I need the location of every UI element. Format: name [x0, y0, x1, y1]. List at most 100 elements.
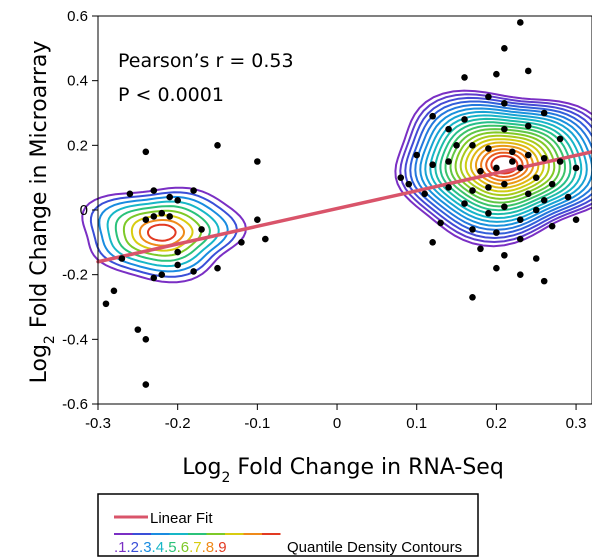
data-point [501, 203, 508, 211]
density-contour-level [424, 110, 588, 223]
data-point [429, 161, 436, 169]
data-point [190, 187, 197, 194]
density-contour-level [459, 134, 550, 197]
data-point [238, 239, 245, 246]
data-point [445, 184, 452, 191]
density-contour-level [399, 93, 592, 244]
data-point [158, 271, 166, 278]
linear-fit-line [96, 150, 592, 264]
density-contour-level [480, 148, 529, 182]
data-point [540, 109, 548, 117]
legend: Linear Fit .1.2.3.4.5.6.7.8.9 Quantile D… [97, 493, 479, 557]
data-point [524, 190, 532, 198]
data-point [254, 158, 261, 165]
y-tick-label: 0.2 [67, 137, 88, 154]
data-point [461, 116, 468, 123]
data-point [429, 239, 436, 246]
data-point [516, 235, 524, 243]
density-contour-level [147, 223, 177, 242]
data-point [110, 287, 118, 295]
data-point [493, 229, 500, 236]
data-point [469, 142, 476, 149]
data-point [429, 112, 436, 120]
data-point [524, 122, 532, 130]
data-point [548, 180, 556, 188]
density-contour-level [475, 144, 535, 186]
density-contours [81, 89, 592, 284]
x-tick-label: 0.2 [486, 415, 507, 432]
legend-quantile-label: .7 [189, 539, 202, 556]
data-point [485, 93, 492, 101]
y-tick-label: -0.2 [62, 267, 88, 284]
density-contour-level [89, 191, 238, 278]
data-point [254, 216, 261, 223]
data-point [174, 248, 181, 256]
data-point [150, 187, 158, 194]
density-contour-level [81, 186, 247, 284]
data-point [453, 142, 460, 149]
legend-box [97, 493, 479, 557]
legend-fit-label: Linear Fit [150, 510, 213, 527]
data-point [421, 190, 428, 198]
data-point [501, 125, 508, 133]
data-point [262, 235, 269, 243]
x-tick-label: -0.1 [244, 415, 270, 432]
data-point [198, 226, 205, 233]
data-point [509, 158, 516, 165]
density-contour-level [122, 209, 203, 257]
data-point [461, 200, 468, 207]
data-point [540, 197, 548, 204]
x-axis-title: Log2 Fold Change in RNA-Seq [182, 455, 504, 486]
density-contour-level [490, 155, 519, 175]
data-point [501, 251, 508, 259]
data-point [405, 180, 413, 188]
data-point [516, 164, 524, 172]
y-tick-label: 0 [80, 202, 88, 219]
data-point [501, 45, 508, 52]
data-point [397, 174, 405, 181]
x-axis: -0.3 -0.2 -0.1 0 0.1 0.2 0.3 [85, 404, 586, 432]
y-tick-label: 0.4 [67, 73, 88, 90]
data-point [532, 255, 540, 262]
data-point [134, 326, 142, 333]
data-point [437, 219, 444, 227]
density-contour-level [114, 205, 211, 262]
data-point [445, 125, 452, 133]
legend-quantile-label: .8 [202, 539, 215, 556]
density-contour-level [444, 124, 567, 208]
x-tick-label: 0.3 [566, 415, 587, 432]
data-point [516, 19, 524, 26]
y-tick-label: 0.6 [67, 8, 88, 25]
data-point [166, 213, 174, 220]
data-point [469, 226, 476, 233]
density-contour-level [106, 200, 220, 268]
x-tick-label: 0 [333, 415, 341, 432]
data-point [485, 184, 492, 191]
legend-quantile-label: .2 [127, 539, 140, 556]
data-point [190, 268, 197, 275]
density-contour-level [419, 107, 592, 227]
data-points [102, 19, 580, 388]
data-point [413, 151, 421, 159]
legend-quantile-label: .9 [214, 539, 227, 556]
data-point [469, 294, 476, 301]
data-point [469, 187, 476, 194]
density-contour-level [464, 138, 545, 193]
legend-quantile-label: .4 [152, 539, 165, 556]
data-point [532, 174, 540, 181]
data-point [516, 216, 524, 223]
density-contour-level [404, 96, 592, 240]
legend-quantile-label: .6 [177, 539, 190, 556]
data-point [540, 277, 548, 285]
x-tick-label: -0.3 [85, 415, 111, 432]
data-point [501, 180, 508, 188]
data-point [524, 67, 532, 75]
data-point [142, 216, 150, 223]
annotation-pvalue: P < 0.0001 [118, 84, 224, 106]
legend-quantile-label: .1 [114, 539, 127, 556]
data-point [501, 100, 508, 107]
data-point [509, 148, 516, 156]
data-point [540, 154, 548, 162]
data-point [556, 158, 564, 165]
